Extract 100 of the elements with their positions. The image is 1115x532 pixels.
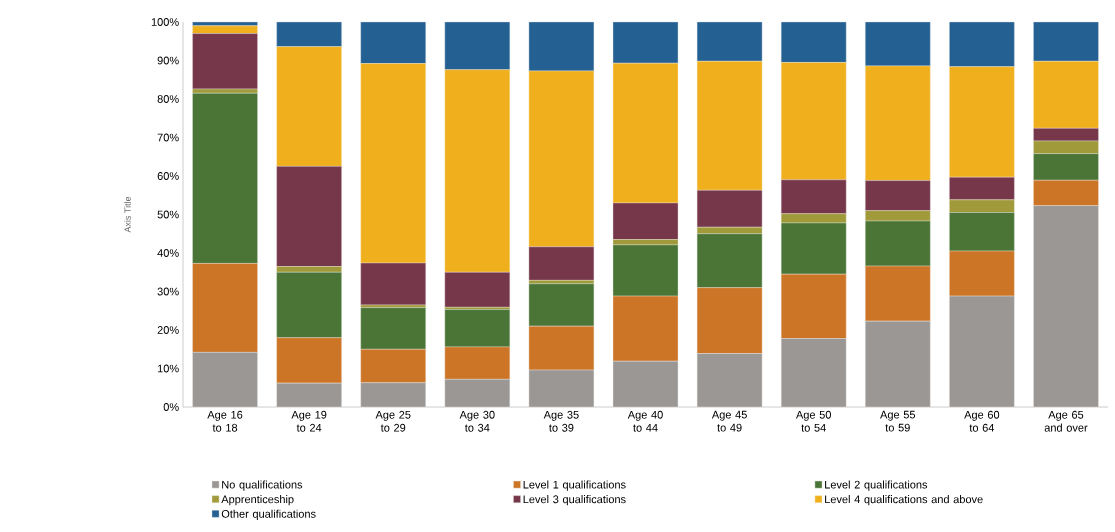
bar (865, 220, 931, 267)
y-tick-label: 0% (163, 403, 179, 411)
bar (1033, 128, 1099, 142)
bar (192, 352, 258, 408)
x-tick-label: Age 30 to 34 (459, 410, 495, 432)
bar (865, 320, 931, 408)
bar (696, 61, 763, 191)
bar (528, 325, 595, 371)
x-tick-label: Age 19 to 24 (291, 410, 327, 432)
legend-label: Other qualifications (221, 509, 316, 520)
y-tick-label: 60% (157, 172, 179, 180)
bar (780, 62, 847, 181)
bar (192, 93, 258, 264)
bar (528, 283, 595, 327)
y-tick-label: 10% (157, 364, 179, 373)
bar (360, 21, 426, 64)
x-tick-label: Age 16 to 18 (207, 410, 243, 432)
x-tick-label: Age 50 to 54 (795, 410, 831, 432)
legend-label: Level 1 qualifications (523, 480, 626, 491)
bar (949, 21, 1015, 67)
bar (949, 199, 1015, 213)
x-tick-label: Age 60 to 64 (964, 410, 1000, 432)
bar (612, 62, 679, 204)
y-tick-label: 70% (157, 133, 179, 142)
bar (276, 266, 342, 273)
bar (360, 304, 426, 308)
x-tick-label: Age 35 to 39 (543, 410, 579, 432)
bar (696, 233, 763, 288)
legend-label: Level 4 qualifications and above (825, 495, 983, 506)
bar (192, 263, 258, 353)
y-tick-label: 50% (157, 210, 179, 219)
bar (865, 21, 931, 67)
bar (444, 272, 511, 308)
bar (276, 272, 342, 338)
bar (949, 295, 1015, 408)
bar (276, 337, 342, 384)
x-tick-label: Age 55 to 59 (880, 410, 916, 432)
bar (444, 69, 511, 273)
bar (780, 273, 847, 339)
x-tick-label: Age 45 to 49 (711, 410, 747, 432)
x-tick-label: Age 25 to 29 (375, 410, 411, 432)
y-tick-label: 90% (157, 56, 179, 65)
bar (1033, 180, 1099, 206)
bar (276, 382, 342, 408)
bar (528, 70, 595, 248)
bar (865, 210, 931, 222)
bar (949, 212, 1015, 252)
y-tick-label: 40% (157, 249, 179, 257)
bar (444, 21, 511, 70)
bar (360, 262, 426, 306)
y-tick-label: 80% (157, 95, 179, 103)
bar (780, 222, 847, 275)
bar (780, 213, 847, 224)
legend-label: Level 2 qualifications (825, 480, 928, 491)
bar (444, 309, 511, 348)
bar (444, 379, 511, 408)
bar (865, 180, 931, 211)
bar (1033, 140, 1099, 154)
y-axis-title: Axis Title (124, 196, 131, 233)
bar (949, 66, 1015, 178)
bar (780, 179, 847, 214)
bar (276, 21, 342, 47)
legend-label: Level 3 qualifications (523, 495, 626, 506)
bar (696, 190, 763, 228)
x-tick-label: Age 40 to 44 (627, 410, 663, 432)
legend-label: Apprenticeship (221, 495, 294, 506)
bar (696, 21, 763, 62)
bar (780, 21, 847, 63)
bar (612, 202, 679, 240)
legend-label: No qualifications (222, 480, 303, 491)
y-tick-label: 30% (157, 287, 179, 296)
bar (612, 360, 679, 408)
bar (528, 21, 595, 72)
bar (1033, 21, 1099, 62)
bar (1033, 61, 1099, 129)
bar (444, 346, 511, 380)
bar (192, 33, 258, 90)
y-tick-label: 100% (151, 18, 179, 26)
bar (276, 46, 342, 167)
bar (1033, 205, 1099, 408)
bar (612, 295, 679, 362)
bar (949, 176, 1015, 201)
bar (1033, 153, 1099, 181)
bar (360, 349, 426, 383)
bar (192, 21, 258, 27)
bar (780, 338, 847, 408)
bar (865, 65, 931, 181)
bar (528, 369, 595, 408)
bar (612, 244, 679, 297)
bar (528, 246, 595, 281)
bar (360, 63, 426, 264)
bar (360, 382, 426, 408)
bar (360, 307, 426, 350)
bar (276, 166, 342, 267)
bar (949, 250, 1015, 297)
bar (696, 353, 763, 408)
bar (192, 25, 258, 34)
y-tick-label: 20% (157, 326, 179, 334)
bar (612, 21, 679, 64)
bar (192, 88, 258, 94)
